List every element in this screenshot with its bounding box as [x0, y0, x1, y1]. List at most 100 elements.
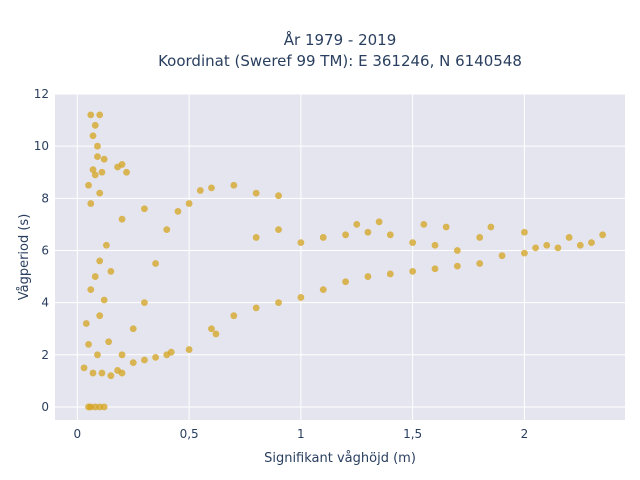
data-point [543, 241, 551, 249]
data-point [118, 215, 126, 223]
data-point [521, 249, 528, 257]
data-point [275, 226, 282, 234]
data-point [297, 294, 305, 301]
data-point [98, 369, 106, 377]
y-tick-label: 8 [41, 191, 49, 205]
x-tick-label: 0 [74, 427, 82, 441]
data-point [100, 296, 108, 304]
data-point [521, 228, 528, 236]
data-point [275, 299, 282, 307]
data-point [554, 244, 562, 252]
data-point [141, 299, 148, 307]
data-point [85, 340, 92, 348]
data-point [152, 354, 159, 361]
data-points [80, 111, 607, 411]
data-point [100, 155, 108, 163]
x-tick-label: 1,5 [403, 427, 422, 441]
data-point [152, 260, 159, 267]
data-point [342, 231, 349, 239]
data-point [174, 207, 182, 215]
data-point [94, 142, 101, 150]
data-point [89, 166, 97, 174]
data-point [185, 346, 193, 353]
y-tick-labels: 0 2 4 6 8 10 12 [34, 87, 49, 414]
data-point [167, 348, 175, 356]
data-point [87, 200, 95, 207]
data-point [80, 364, 88, 372]
y-tick-label: 2 [41, 348, 49, 362]
data-point [275, 192, 282, 200]
data-point [252, 234, 260, 241]
data-point [100, 403, 108, 411]
data-point [129, 359, 137, 367]
data-point [208, 325, 215, 333]
data-point [353, 221, 361, 228]
data-point [123, 168, 130, 176]
data-point [82, 320, 90, 327]
data-point [599, 231, 607, 239]
x-tick-label: 0,5 [180, 427, 199, 441]
data-point [487, 223, 495, 231]
data-point [141, 356, 148, 364]
data-point [375, 218, 383, 226]
data-point [532, 244, 539, 252]
data-point [409, 239, 417, 247]
data-point [96, 111, 104, 119]
data-point [91, 171, 99, 179]
plot-background [55, 94, 625, 420]
data-point [96, 312, 104, 320]
x-axis-title: Signifikant våghöjd (m) [264, 451, 416, 466]
data-point [453, 262, 461, 270]
data-point [498, 252, 506, 260]
y-tick-label: 12 [34, 87, 49, 101]
data-point [588, 239, 595, 247]
data-point [163, 226, 171, 234]
data-point [107, 372, 115, 380]
data-point [252, 304, 260, 312]
data-point [196, 187, 204, 194]
data-point [386, 270, 394, 278]
data-point [185, 200, 193, 207]
data-point [386, 231, 394, 239]
data-point [96, 189, 104, 197]
data-point [252, 189, 260, 197]
data-point [431, 265, 439, 273]
data-point [91, 273, 99, 280]
data-point [103, 241, 110, 249]
data-point [89, 132, 97, 140]
data-point [230, 181, 238, 189]
data-point [230, 312, 238, 320]
data-point [364, 228, 372, 236]
data-point [212, 330, 220, 338]
data-point [107, 267, 115, 275]
chart-title-line-2: Koordinat (Sweref 99 TM): E 361246, N 61… [158, 52, 522, 70]
data-point [442, 223, 450, 231]
x-tick-label: 1 [297, 427, 305, 441]
data-point [105, 338, 113, 346]
y-tick-label: 6 [41, 243, 49, 257]
data-point [565, 234, 573, 241]
data-point [319, 286, 327, 293]
data-point [118, 351, 126, 359]
data-point [319, 234, 327, 241]
data-point [85, 181, 92, 189]
data-point [87, 111, 95, 119]
data-point [297, 239, 305, 247]
data-point [409, 267, 417, 275]
data-point [118, 161, 126, 168]
y-tick-label: 0 [41, 400, 49, 414]
y-axis-title: Vågperiod (s) [17, 214, 32, 301]
grid [55, 93, 625, 420]
data-point [431, 241, 439, 249]
y-tick-label: 10 [34, 139, 49, 153]
data-point [453, 247, 461, 254]
data-point [576, 241, 584, 249]
data-point [89, 369, 97, 377]
data-point [94, 153, 101, 160]
data-point [208, 184, 215, 192]
data-point [476, 234, 484, 241]
data-point [114, 367, 121, 374]
data-point [91, 121, 99, 129]
